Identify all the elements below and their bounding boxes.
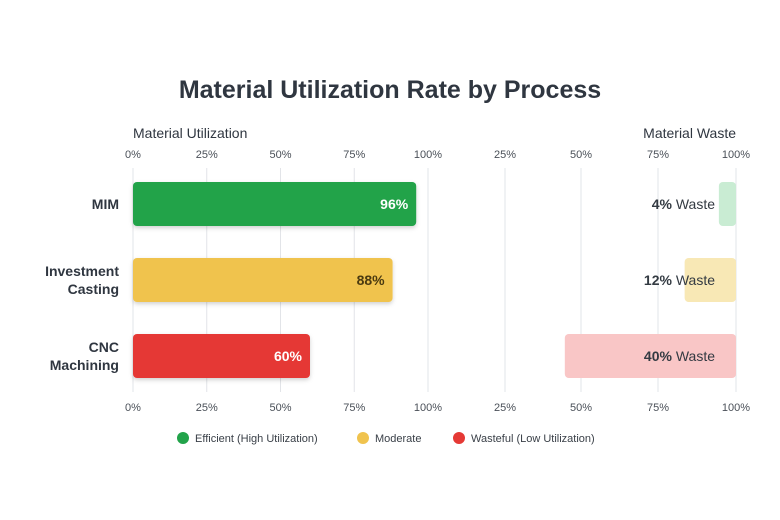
x-tick-label-top: 50%: [269, 149, 291, 161]
waste-bar: [718, 182, 736, 226]
waste-word: Waste: [672, 272, 715, 288]
waste-tick-label-top: 50%: [570, 149, 592, 161]
category-label: Machining: [50, 357, 119, 373]
legend-label: Efficient (High Utilization): [195, 433, 318, 445]
utilization-axis-label: Material Utilization: [133, 125, 247, 141]
category-label: CNC: [89, 339, 119, 355]
legend: Efficient (High Utilization) Moderate Wast…: [177, 432, 595, 445]
waste-word: Waste: [672, 348, 715, 364]
category-label: Casting: [68, 281, 119, 297]
category-label: Investment: [45, 263, 119, 279]
waste-word: Waste: [672, 196, 715, 212]
x-tick-label-top: 25%: [196, 149, 218, 161]
utilization-bar: [133, 334, 310, 378]
legend-label: Moderate: [375, 433, 421, 445]
x-tick-label-top: 0%: [125, 149, 141, 161]
utilization-value-label: 96%: [380, 196, 409, 212]
axis-ticks: 0% 0% 25% 25% 50% 50% 75% 75% 100% 100% 25% 25% 50% 5…: [125, 149, 750, 414]
x-tick-label-bottom: 75%: [343, 402, 365, 414]
waste-tick-label-bottom: 25%: [494, 402, 516, 414]
waste-bar: [564, 334, 736, 378]
waste-value-label: 40% Waste: [644, 348, 715, 364]
utilization-bar: [133, 182, 417, 226]
waste-bar: [684, 258, 736, 302]
waste-value-label: 12% Waste: [644, 272, 715, 288]
waste-tick-label-top: 75%: [647, 149, 669, 161]
x-tick-label-bottom: 0%: [125, 402, 141, 414]
legend-swatch: [453, 432, 465, 444]
category-label: MIM: [92, 196, 119, 212]
utilization-bars: 96% 88% 60%: [133, 182, 417, 378]
x-tick-label-top: 75%: [343, 149, 365, 161]
legend-swatch: [357, 432, 369, 444]
waste-tick-label-top: 100%: [722, 149, 750, 161]
waste-tick-label-bottom: 100%: [722, 402, 750, 414]
chart-title: Material Utilization Rate by Process: [179, 76, 601, 104]
waste-percent: 4%: [652, 196, 673, 212]
waste-percent: 12%: [644, 272, 673, 288]
waste-percent: 40%: [644, 348, 673, 364]
x-tick-label-bottom: 25%: [196, 402, 218, 414]
utilization-value-label: 88%: [357, 272, 386, 288]
legend-swatch: [177, 432, 189, 444]
waste-tick-label-bottom: 50%: [570, 402, 592, 414]
utilization-value-label: 60%: [274, 348, 303, 364]
waste-tick-label-bottom: 75%: [647, 402, 669, 414]
waste-value-label: 4% Waste: [652, 196, 715, 212]
utilization-bar: [133, 258, 393, 302]
waste-axis-label: Material Waste: [643, 125, 736, 141]
x-tick-label-bottom: 50%: [269, 402, 291, 414]
category-labels: MIM Investment Casting CNC Machining: [45, 196, 119, 373]
waste-tick-label-top: 25%: [494, 149, 516, 161]
x-tick-label-bottom: 100%: [414, 402, 442, 414]
legend-label: Wasteful (Low Utilization): [471, 433, 595, 445]
x-tick-label-top: 100%: [414, 149, 442, 161]
